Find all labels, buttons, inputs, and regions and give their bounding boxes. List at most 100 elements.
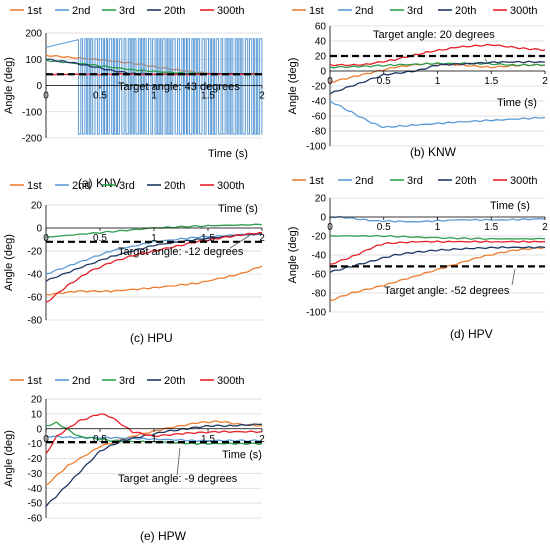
y-tick-label: 20: [31, 395, 43, 406]
y-tick-label: -20: [312, 232, 327, 243]
y-tick-label: 0: [320, 213, 326, 224]
y-tick-label: -30: [28, 469, 43, 480]
legend-label-2nd: 2nd: [72, 5, 90, 17]
x-tick-label: 0.5: [93, 434, 107, 445]
series-line-300th: [329, 240, 546, 265]
x-axis-label: Time (s): [222, 449, 262, 461]
x-tick-label: 1.5: [201, 91, 215, 102]
x-tick-label: 2: [259, 91, 265, 102]
series-line-300th: [45, 72, 263, 76]
x-tick-label: 0: [43, 434, 49, 445]
y-tick-label: -60: [28, 293, 43, 304]
legend-label-300th: 300th: [217, 375, 245, 387]
x-tick-label: 0: [327, 222, 333, 233]
legend-label-2nd: 2nd: [72, 180, 90, 192]
legend-label-3rd: 3rd: [407, 175, 423, 187]
y-tick-label: -20: [312, 82, 327, 93]
x-tick-label: 2: [259, 434, 265, 445]
y-tick-label: -10: [28, 439, 43, 450]
x-tick-label: 1: [151, 233, 157, 244]
y-tick-label: 200: [25, 29, 42, 40]
annotation-arrow: [511, 268, 516, 286]
legend-label-20th: 20th: [455, 175, 476, 187]
y-tick-label: 0: [36, 81, 42, 92]
target-annotation: Target angle: 20 degrees: [373, 29, 495, 41]
series-line-300th: [45, 231, 262, 303]
panel-caption: (a) KNV: [78, 176, 121, 190]
legend-label-3rd: 3rd: [119, 5, 135, 17]
series-line-1st: [45, 420, 263, 486]
legend-label-1st: 1st: [27, 180, 42, 192]
legend-label-2nd: 2nd: [355, 5, 373, 17]
legend-label-3rd: 3rd: [407, 5, 423, 17]
annotation-arrow: [176, 447, 181, 476]
y-tick-label: 10: [31, 409, 43, 420]
x-tick-label: 2: [542, 222, 548, 233]
target-annotation: Target angle: -9 degrees: [118, 473, 238, 485]
panel-caption: (b) KNW: [410, 145, 457, 159]
series-line-20th: [329, 60, 546, 95]
legend-label-20th: 20th: [455, 5, 476, 17]
panel-caption: (d) HPV: [450, 327, 493, 341]
y-axis-label: Angle (deg): [287, 227, 299, 284]
x-tick-label: 1: [435, 76, 441, 87]
x-tick-label: 2: [542, 76, 548, 87]
x-tick-label: 2: [259, 233, 265, 244]
legend-label-20th: 20th: [164, 180, 185, 192]
chart-panel-2: 1st 2nd 3rd 20th 300th6040200-20-40-60-80-10…: [287, 5, 548, 159]
chart-panel-5: 1st 2nd 3rd 20th 300th20100-10-20-30-40-50-6…: [3, 375, 265, 543]
annotation-arrow: [229, 233, 253, 249]
legend-label-300th: 300th: [217, 5, 245, 17]
x-tick-label: 1: [151, 434, 157, 445]
legend-label-1st: 1st: [309, 175, 324, 187]
y-tick-label: -40: [28, 270, 43, 281]
y-tick-label: -60: [312, 112, 327, 123]
series-line-3rd: [45, 421, 263, 445]
y-tick-label: -40: [312, 251, 327, 262]
annotation-arrow: [484, 58, 488, 63]
legend-label-20th: 20th: [164, 5, 185, 17]
legend-label-3rd: 3rd: [119, 375, 135, 387]
series-line-3rd: [329, 62, 546, 69]
y-tick-label: -80: [312, 127, 327, 138]
x-tick-label: 1: [151, 91, 157, 102]
y-tick-label: 20: [315, 194, 327, 205]
y-tick-label: 40: [315, 37, 327, 48]
y-tick-label: -40: [312, 97, 327, 108]
y-tick-label: -40: [28, 484, 43, 495]
x-tick-label: 0.5: [93, 91, 107, 102]
legend-label-20th: 20th: [164, 375, 185, 387]
series-line-2nd: [45, 38, 263, 135]
series-line-300th: [45, 413, 263, 454]
y-tick-label: -80: [312, 289, 327, 300]
legend-label-3rd: 3rd: [119, 180, 135, 192]
x-tick-label: 0: [327, 76, 333, 87]
series-line-2nd: [45, 232, 263, 275]
target-annotation: Target angle: 43 degrees: [118, 81, 240, 93]
x-axis-label: Time (s): [497, 97, 537, 109]
x-tick-label: 1: [435, 222, 441, 233]
x-tick-label: 0.5: [377, 76, 391, 87]
series-line-20th: [45, 423, 263, 507]
y-tick-label: 20: [31, 201, 43, 212]
legend-label-1st: 1st: [27, 5, 42, 17]
y-axis-label: Angle (deg): [3, 234, 15, 291]
y-tick-label: -20: [28, 454, 43, 465]
y-tick-label: 0: [36, 424, 42, 435]
y-tick-label: 100: [25, 55, 42, 66]
legend-label-2nd: 2nd: [72, 375, 90, 387]
legend-label-300th: 300th: [510, 175, 538, 187]
y-axis-label: Angle (deg): [3, 430, 15, 487]
series-line-300th: [329, 43, 546, 67]
series-line-1st: [329, 246, 546, 301]
series-line-1st: [45, 265, 263, 296]
panel-caption: (c) HPU: [130, 331, 173, 345]
y-tick-label: 60: [315, 22, 327, 33]
legend-label-1st: 1st: [309, 5, 324, 17]
legend-label-300th: 300th: [510, 5, 538, 17]
x-tick-label: 0.5: [377, 222, 391, 233]
y-tick-label: -100: [22, 107, 42, 118]
y-tick-label: -50: [28, 499, 43, 510]
